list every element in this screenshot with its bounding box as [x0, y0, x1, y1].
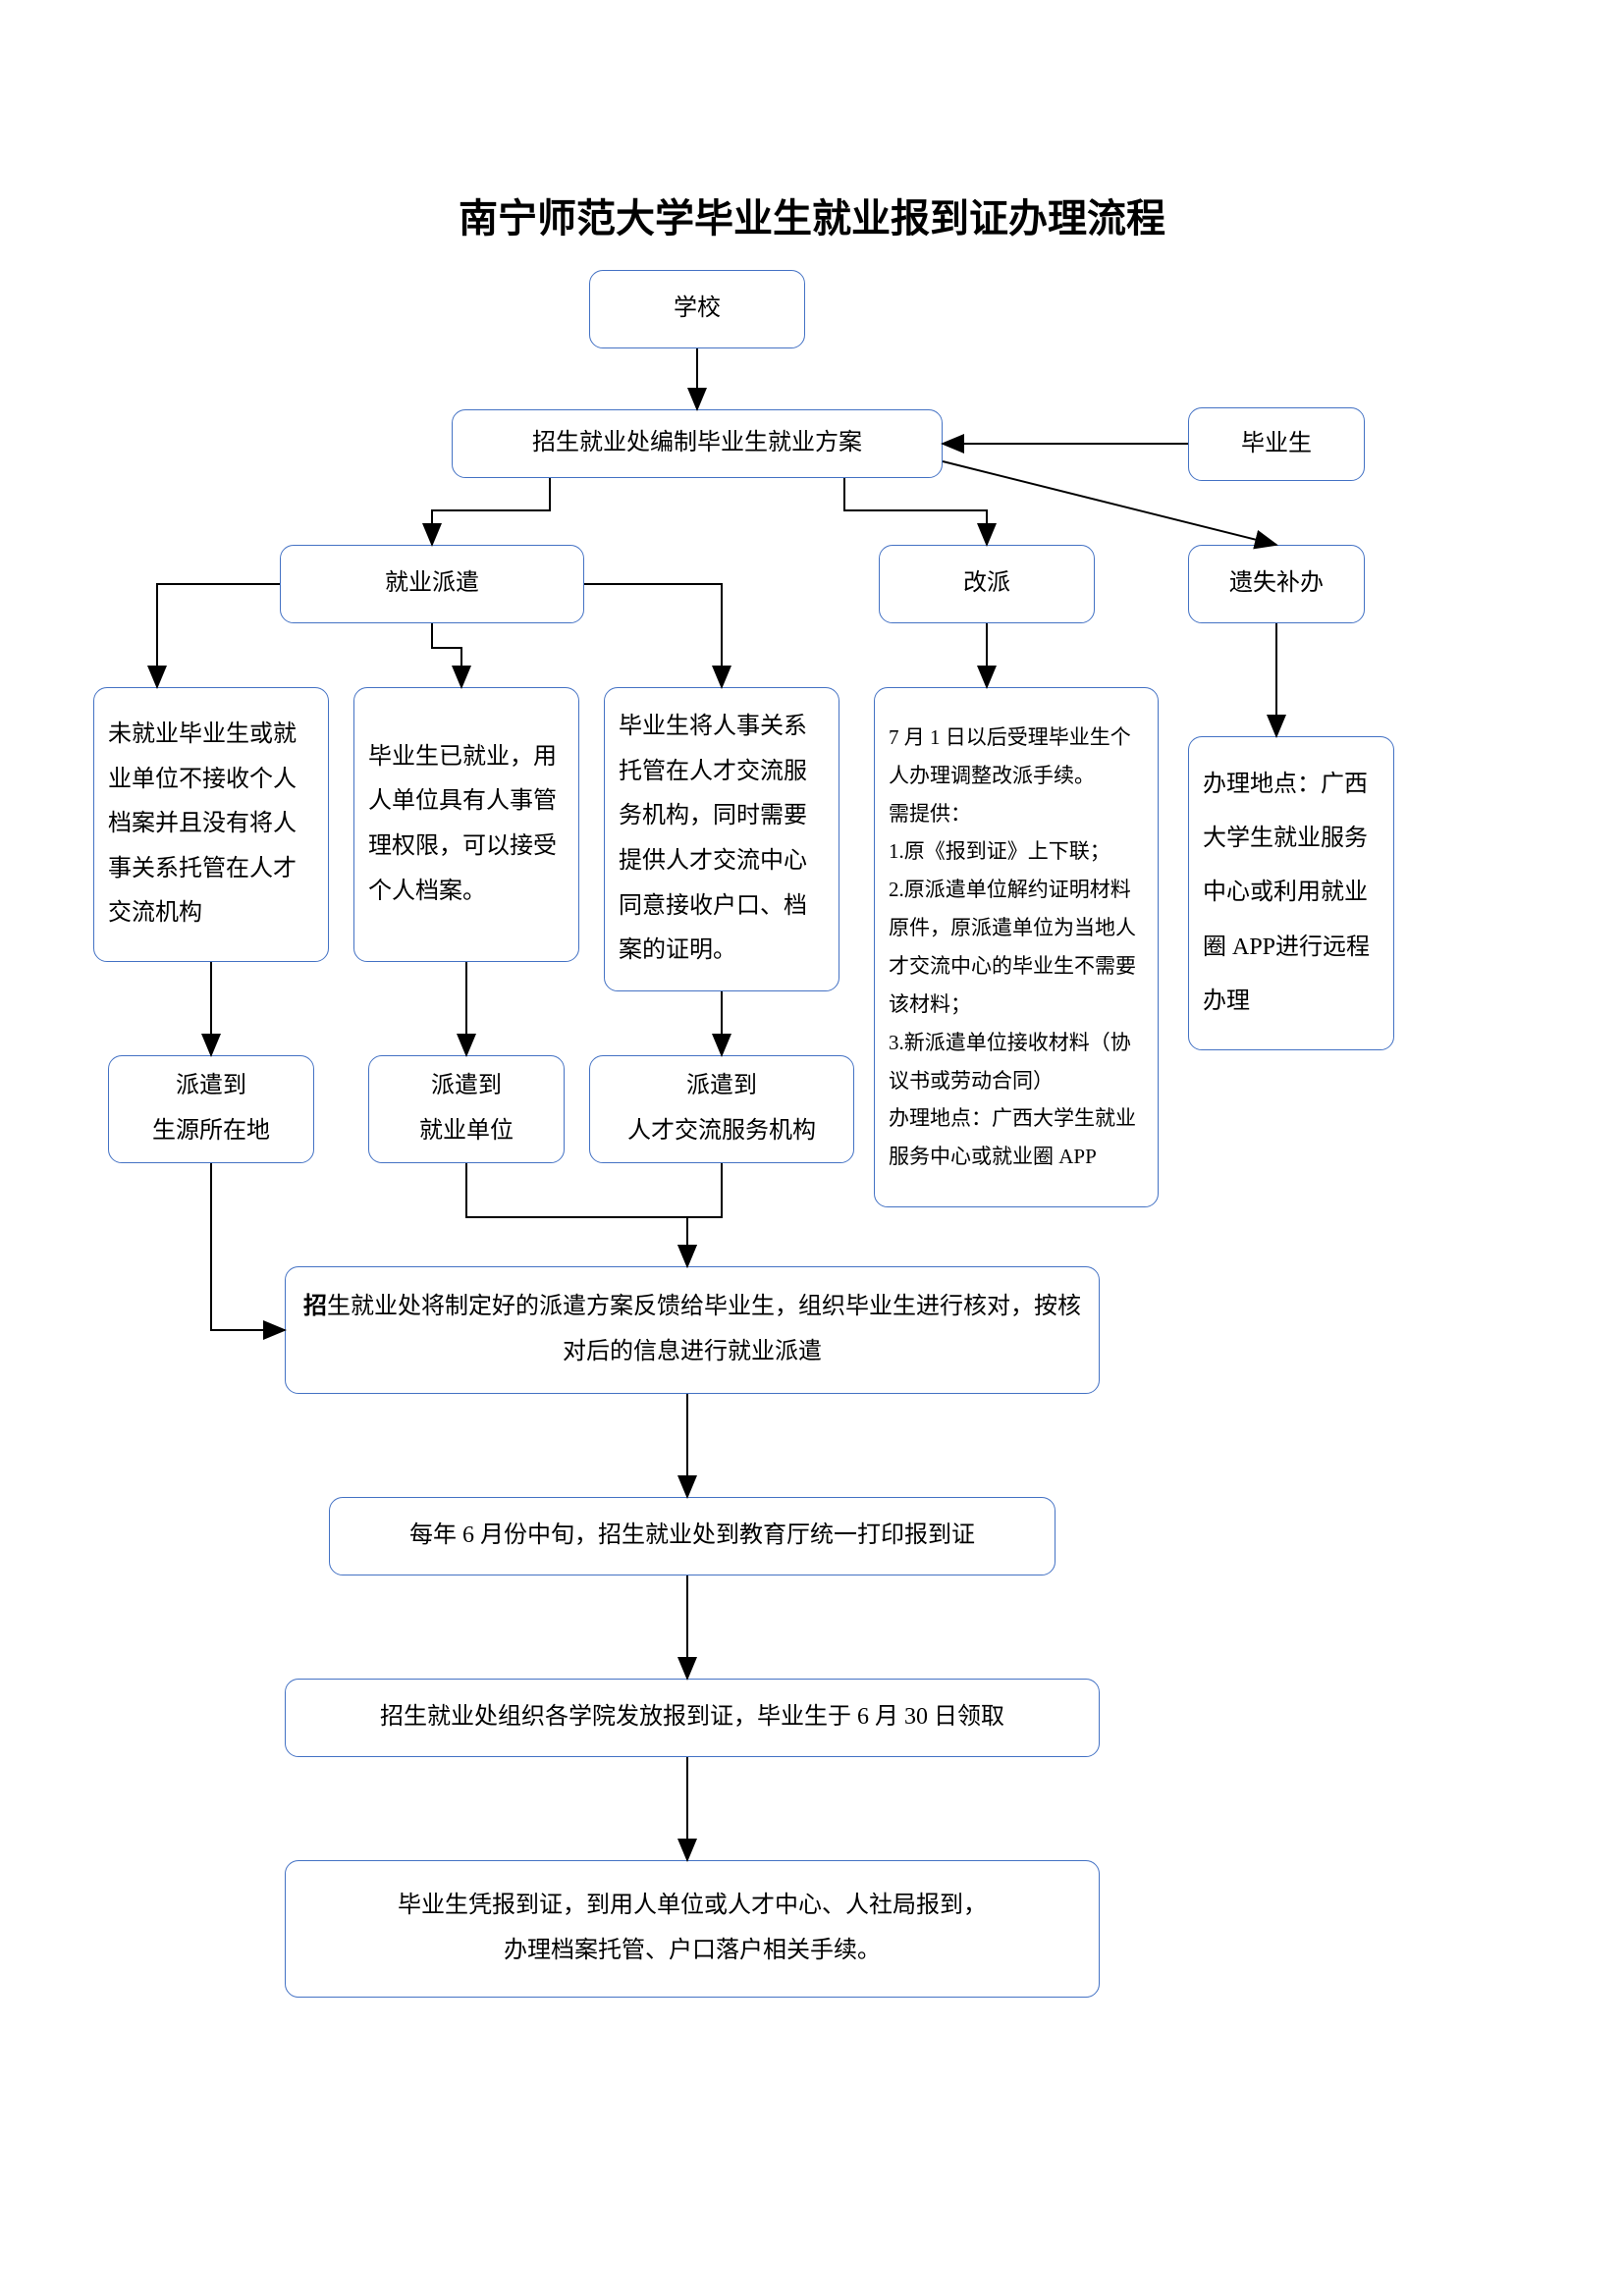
node-label: 每年 6 月份中旬，招生就业处到教育厅统一打印报到证 — [409, 1514, 975, 1559]
node-label: 毕业生 — [1241, 422, 1312, 467]
node-label: 毕业生凭报到证，到用人单位或人才中心、人社局报到， 办理档案托管、户口落户相关手… — [398, 1884, 987, 1973]
node-label: 派遣到 生源所在地 — [152, 1064, 270, 1153]
edge-plan-dispatch — [432, 478, 550, 545]
node-lost: 遗失补办 — [1188, 545, 1365, 623]
node-reassign: 改派 — [879, 545, 1095, 623]
node-graduate: 毕业生 — [1188, 407, 1365, 481]
edge-r3-feedback — [687, 1163, 722, 1266]
node-d3: 毕业生将人事关系托管在人才交流服务机构，同时需要提供人才交流中心同意接收户口、档… — [604, 687, 839, 991]
edge-r2-feedback — [466, 1163, 687, 1266]
page-title: 南宁师范大学毕业生就业报到证办理流程 — [0, 187, 1624, 243]
node-r3: 派遣到 人才交流服务机构 — [589, 1055, 854, 1163]
node-label: 招生就业处将制定好的派遣方案反馈给毕业生，组织毕业生进行核对，按核对后的信息进行… — [299, 1285, 1085, 1374]
node-label: 招生就业处组织各学院发放报到证，毕业生于 6 月 30 日领取 — [380, 1695, 1004, 1740]
node-label: 毕业生将人事关系托管在人才交流服务机构，同时需要提供人才交流中心同意接收户口、档… — [619, 705, 825, 974]
node-r2: 派遣到 就业单位 — [368, 1055, 565, 1163]
bold-prefix: 招 — [303, 1294, 327, 1319]
node-print: 每年 6 月份中旬，招生就业处到教育厅统一打印报到证 — [329, 1497, 1056, 1575]
node-label: 未就业毕业生或就业单位不接收个人档案并且没有将人事关系托管在人才交流机构 — [108, 713, 314, 936]
node-plan: 招生就业处编制毕业生就业方案 — [452, 409, 943, 478]
node-label: 办理地点：广西大学生就业服务中心或利用就业圈 APP进行远程办理 — [1203, 758, 1380, 1029]
edge-r1-feedback — [211, 1163, 285, 1330]
node-label: 7 月 1 日以后受理毕业生个人办理调整改派手续。 需提供： 1.原《报到证》上… — [889, 719, 1144, 1176]
node-dispatch: 就业派遣 — [280, 545, 584, 623]
edge-dispatch-d2 — [432, 623, 461, 687]
node-r1: 派遣到 生源所在地 — [108, 1055, 314, 1163]
label-rest: 生就业处将制定好的派遣方案反馈给毕业生，组织毕业生进行核对，按核对后的信息进行就… — [327, 1294, 1081, 1364]
node-lost-detail: 办理地点：广西大学生就业服务中心或利用就业圈 APP进行远程办理 — [1188, 736, 1394, 1050]
node-distribute: 招生就业处组织各学院发放报到证，毕业生于 6 月 30 日领取 — [285, 1679, 1100, 1757]
node-label: 派遣到 就业单位 — [419, 1064, 514, 1153]
node-final: 毕业生凭报到证，到用人单位或人才中心、人社局报到， 办理档案托管、户口落户相关手… — [285, 1860, 1100, 1998]
node-label: 招生就业处编制毕业生就业方案 — [532, 421, 862, 466]
node-d2: 毕业生已就业，用人单位具有人事管理权限，可以接受个人档案。 — [353, 687, 579, 962]
edge-plan-reassign — [844, 478, 987, 545]
node-label: 学校 — [674, 287, 721, 332]
node-feedback: 招生就业处将制定好的派遣方案反馈给毕业生，组织毕业生进行核对，按核对后的信息进行… — [285, 1266, 1100, 1394]
node-label: 改派 — [963, 561, 1010, 607]
node-reassign-detail: 7 月 1 日以后受理毕业生个人办理调整改派手续。 需提供： 1.原《报到证》上… — [874, 687, 1159, 1207]
node-school: 学校 — [589, 270, 805, 348]
node-label: 遗失补办 — [1229, 561, 1324, 607]
node-label: 毕业生已就业，用人单位具有人事管理权限，可以接受个人档案。 — [368, 735, 565, 914]
edge-dispatch-d3 — [584, 584, 722, 687]
node-label: 就业派遣 — [385, 561, 479, 607]
node-d1: 未就业毕业生或就业单位不接收个人档案并且没有将人事关系托管在人才交流机构 — [93, 687, 329, 962]
node-label: 派遣到 人才交流服务机构 — [627, 1064, 816, 1153]
edge-dispatch-d1 — [157, 584, 280, 687]
